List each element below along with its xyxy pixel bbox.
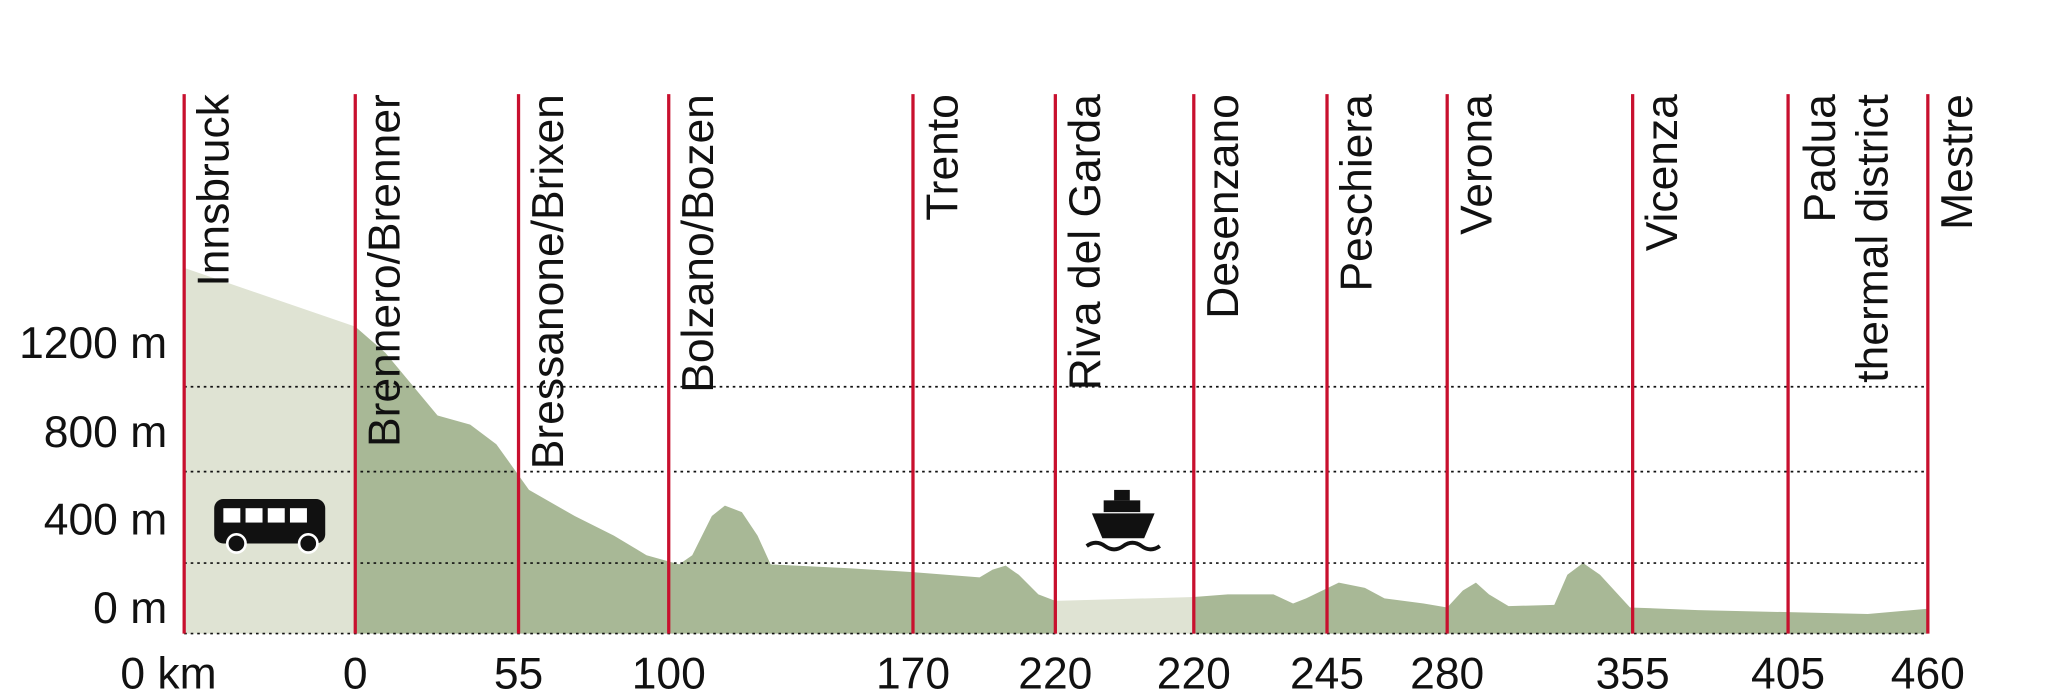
km-label: 405 [1751,649,1825,698]
stop-name: thermal district [1848,93,1897,382]
y-axis-label: 0 m [93,584,167,633]
stop-name: Brennero/Brenner [361,94,410,447]
km-label: 55 [494,649,543,698]
km-label: 355 [1596,649,1670,698]
km-label: 0 km [120,649,216,698]
stop-name: Trento [918,94,967,221]
terrain [355,326,1056,634]
km-label: 220 [1157,649,1231,698]
km-label: 170 [876,649,950,698]
km-label: 220 [1018,649,1092,698]
stop-name: Peschiera [1332,94,1381,292]
stop-name: Riva del Garda [1061,94,1110,390]
terrain [1193,563,1928,634]
stop-name: Mestre [1933,94,1982,230]
bus-icon [214,499,326,554]
stop-name: Bolzano/Bozen [674,94,723,393]
y-axis-label: 1200 m [19,319,167,368]
km-label: 245 [1290,649,1364,698]
stop-name: Innsbruck [190,93,239,286]
km-label: 280 [1410,649,1484,698]
bus-section [184,267,356,634]
stop-name: Bressanone/Brixen [524,94,573,469]
ferry-section [1055,597,1194,634]
stop-name: Padua [1796,94,1845,223]
y-axis-label: 800 m [44,408,167,457]
km-label: 100 [632,649,706,698]
stop-name: Verona [1453,94,1502,235]
km-label: 0 [343,649,368,698]
stop-name: Vicenza [1638,94,1687,251]
y-axis-label: 400 m [44,495,167,544]
km-label: 460 [1891,649,1965,698]
stop-name: Desenzano [1199,94,1248,319]
ferry-icon [1085,489,1161,552]
